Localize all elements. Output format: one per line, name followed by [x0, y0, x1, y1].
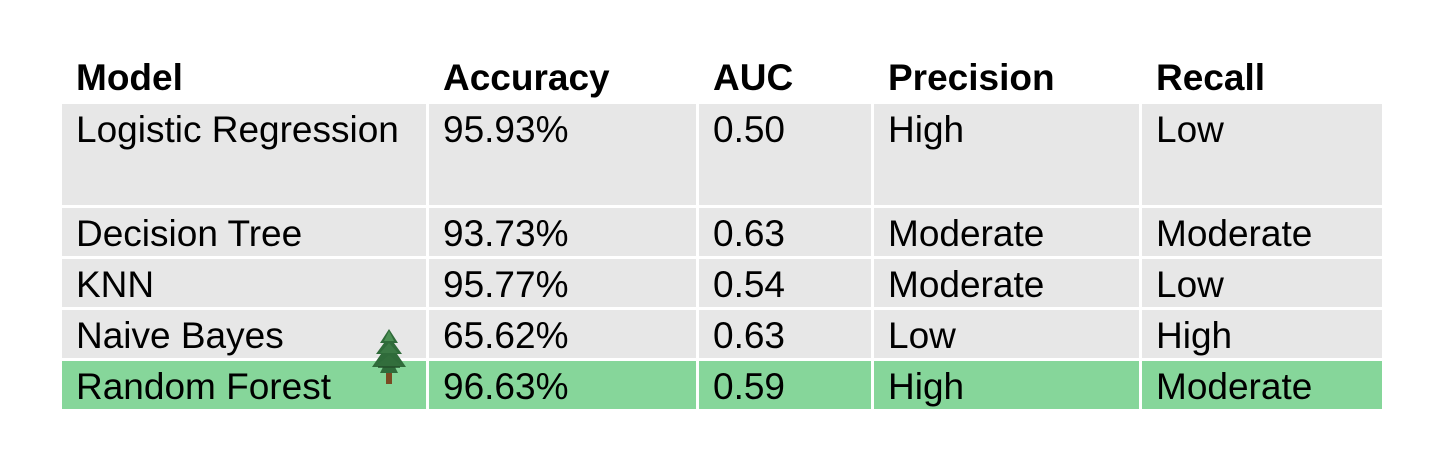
cell-recall: Low — [1142, 259, 1382, 307]
cell-accuracy: 95.93% — [429, 104, 696, 205]
cell-accuracy-highlighted: 96.63% — [429, 361, 696, 409]
cell-recall: Moderate — [1142, 208, 1382, 256]
cell-recall: Low — [1142, 104, 1382, 205]
cell-precision: High — [874, 104, 1139, 205]
cell-auc: 0.50 — [699, 104, 871, 205]
model-comparison-table: Model Accuracy AUC Precision Recall Logi… — [62, 54, 1382, 409]
cell-recall-highlighted: Moderate — [1142, 361, 1382, 409]
header-model: Model — [76, 57, 183, 98]
cell-recall: High — [1142, 310, 1382, 358]
cell-precision: Low — [874, 310, 1139, 358]
cell-auc: 0.63 — [699, 310, 871, 358]
header-precision: Precision — [888, 57, 1055, 98]
cell-model: Logistic Regression — [62, 104, 426, 205]
cell-model-label: Random Forest — [76, 366, 331, 407]
table-grid: Model Accuracy AUC Precision Recall Logi… — [62, 54, 1382, 409]
cell-model: Naive Bayes — [62, 310, 426, 358]
cell-precision: Moderate — [874, 208, 1139, 256]
cell-precision-highlighted: High — [874, 361, 1139, 409]
cell-model: KNN — [62, 259, 426, 307]
cell-model-highlighted: Random Forest — [62, 329, 426, 409]
header-auc: AUC — [713, 57, 794, 98]
evergreen-tree-icon — [372, 329, 406, 384]
cell-auc: 0.63 — [699, 208, 871, 256]
header-recall: Recall — [1156, 57, 1266, 98]
cell-auc: 0.54 — [699, 259, 871, 307]
header-accuracy: Accuracy — [443, 57, 610, 98]
cell-accuracy: 65.62% — [429, 310, 696, 358]
cell-model: Decision Tree — [62, 208, 426, 256]
cell-accuracy: 95.77% — [429, 259, 696, 307]
cell-precision: Moderate — [874, 259, 1139, 307]
cell-auc-highlighted: 0.59 — [699, 361, 871, 409]
cell-accuracy: 93.73% — [429, 208, 696, 256]
